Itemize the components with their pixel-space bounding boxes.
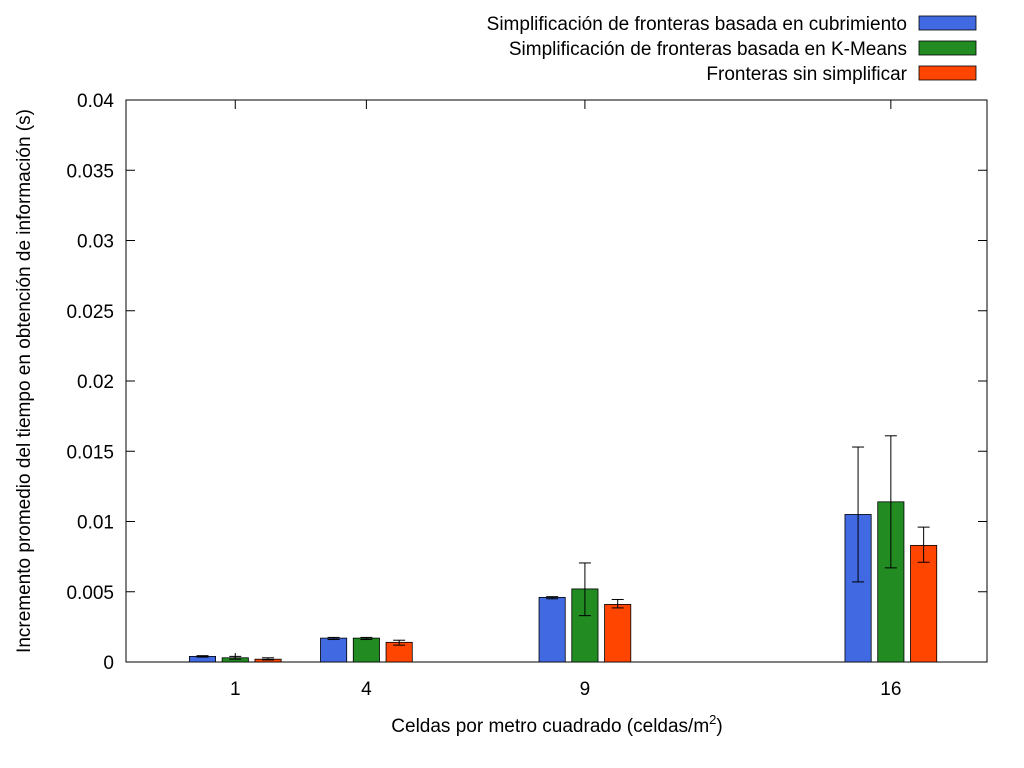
y-tick-label: 0.025 (66, 302, 114, 323)
bar (604, 603, 632, 663)
legend-label: Simplificación de fronteras basada en cu… (487, 14, 907, 35)
legend: Simplificación de fronteras basada en cu… (487, 14, 977, 85)
y-tick-label: 0.01 (77, 513, 114, 534)
legend-swatch (918, 40, 977, 56)
x-axis-label-superscript: 2 (709, 712, 716, 727)
bars (188, 501, 938, 663)
y-tick-label: 0.02 (77, 372, 114, 393)
x-tick-label: 16 (880, 679, 901, 700)
legend-swatch (918, 15, 977, 31)
y-tick-label: 0.035 (66, 161, 114, 182)
error-bars (196, 435, 930, 661)
x-axis-label-suffix: ) (716, 716, 722, 737)
y-tick-label: 0.04 (77, 91, 114, 112)
legend-label: Fronteras sin simplificar (706, 64, 907, 85)
y-tick-label: 0.015 (66, 442, 114, 463)
y-tick-label: 0.005 (66, 583, 114, 604)
legend-swatch (918, 65, 977, 81)
y-tick-label: 0.03 (77, 232, 114, 253)
x-tick-label: 9 (580, 679, 591, 700)
x-tick-label: 4 (361, 679, 372, 700)
x-tick-label: 1 (230, 679, 241, 700)
bar (352, 637, 380, 663)
x-axis-label-main: Celdas por metro cuadrado (celdas/m (391, 716, 709, 737)
y-axis-label: Incremento promedio del tiempo en obtenc… (14, 109, 35, 653)
legend-label: Simplificación de fronteras basada en K-… (509, 39, 907, 60)
bar (538, 596, 566, 663)
y-tick-label: 0 (103, 653, 114, 674)
x-axis-label: Celdas por metro cuadrado (celdas/m2) (391, 712, 722, 737)
bar (910, 544, 938, 663)
bar (320, 637, 348, 663)
